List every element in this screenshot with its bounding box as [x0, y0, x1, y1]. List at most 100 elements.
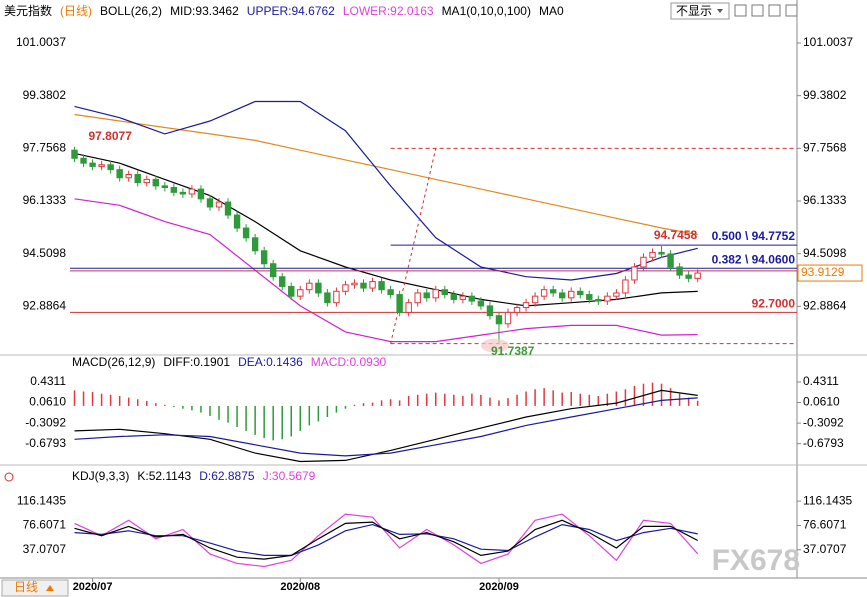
period-button-label[interactable]: 日线 [14, 580, 38, 594]
candle-body [80, 157, 87, 164]
x-tick-label: 2020/07 [73, 581, 113, 593]
candle-body [558, 292, 566, 299]
level-label: 92.7000 [752, 297, 796, 311]
candle-body [351, 282, 358, 286]
candle-body [387, 289, 394, 296]
toolbar: 不显示 [670, 2, 798, 20]
candle-body [441, 289, 448, 296]
candle-body [179, 191, 187, 195]
legend-entry: BOLL(26,2) [100, 4, 162, 18]
candle-body [98, 164, 105, 167]
candle-body [468, 295, 476, 302]
last-price-tag [797, 264, 863, 282]
y-tick-label: 116.1435 [17, 493, 66, 507]
y-tick-label: 96.1333 [23, 193, 67, 207]
y-tick-label: -0.6793 [803, 436, 844, 450]
y-tick-label: 97.7568 [23, 140, 67, 154]
series-line [74, 397, 698, 457]
legend-entry: DIFF:0.1901 [163, 355, 230, 369]
watermark: FX678 [712, 544, 800, 577]
candle-body [306, 282, 313, 291]
candle-body [342, 284, 349, 292]
candle-body [405, 302, 412, 313]
candle-body [125, 174, 132, 179]
legend-entry: MA1(0,10,0,100) [442, 4, 531, 18]
legend-entry: UPPER:94.6762 [247, 4, 335, 18]
y-tick-label: 37.0707 [803, 542, 847, 556]
series-line [74, 519, 698, 560]
y-tick-label: 99.3802 [23, 88, 67, 102]
candle-body [251, 237, 259, 252]
candle-body [568, 290, 575, 299]
y-tick-label: 92.8864 [23, 299, 67, 313]
candle-body [540, 289, 548, 297]
legend-entry: 美元指数 [4, 3, 52, 18]
candle-body [369, 281, 376, 289]
y-tick-label: 76.6071 [23, 518, 67, 532]
legend-entry: J:30.5679 [263, 469, 316, 483]
candle-body [640, 256, 647, 268]
y-tick-label: 0.4311 [803, 374, 839, 388]
y-tick-label: 116.1435 [803, 493, 852, 507]
y-tick-label: 99.3802 [803, 88, 847, 102]
period-button[interactable] [1, 579, 69, 597]
y-tick-label: -0.3092 [25, 415, 66, 429]
y-tick-label: 101.0037 [803, 35, 853, 49]
candle-body [586, 294, 593, 300]
candle-body [577, 290, 584, 296]
y-tick-label: 96.1333 [803, 193, 847, 207]
point-label: 97.8077 [89, 129, 133, 143]
icon-button[interactable] [768, 4, 781, 17]
y-tick-label: 94.5098 [803, 246, 847, 260]
last-price-label: 93.9129 [801, 265, 845, 279]
candle-body [396, 294, 403, 313]
candle-body [667, 253, 674, 268]
y-tick-label: 92.8864 [803, 299, 847, 313]
y-tick-label: 76.6071 [803, 518, 847, 532]
icon-button[interactable] [734, 4, 747, 17]
legend-entry: MID:93.3462 [170, 4, 239, 18]
candle-body [71, 149, 78, 159]
candle-body [107, 164, 114, 171]
candle-body [432, 289, 439, 299]
candle-body [486, 305, 494, 317]
candle-body [694, 272, 701, 279]
series-line [74, 100, 698, 281]
candle-body [531, 295, 539, 304]
candle-body [161, 185, 169, 188]
candle-body [549, 289, 557, 294]
candle-body [297, 289, 304, 297]
candle-body [89, 162, 96, 167]
candle-body [288, 285, 295, 297]
candle-body [233, 214, 241, 229]
series-line [74, 523, 698, 556]
candle-body [414, 292, 421, 304]
candle-body [143, 178, 150, 184]
hide-button-label[interactable]: 不显示 [676, 4, 712, 18]
hide-button[interactable] [670, 2, 730, 20]
candle-body [260, 250, 268, 265]
candle-body [206, 198, 214, 208]
candle-body [423, 292, 430, 299]
icon-button[interactable] [751, 4, 764, 17]
y-tick-label: 94.5098 [23, 246, 67, 260]
candle-body [197, 188, 205, 200]
candle-body [324, 292, 331, 304]
legend-entry: MACD(26,12,9) [72, 355, 155, 369]
candle-body [676, 266, 683, 276]
candle-body [188, 188, 196, 195]
x-tick-label: 2020/09 [479, 581, 519, 593]
y-tick-label: 0.0610 [29, 395, 66, 409]
legend-entry: D:62.8875 [199, 469, 255, 483]
candle-body [604, 295, 611, 302]
period-arrow [46, 585, 54, 591]
settings-icon[interactable] [4, 472, 14, 482]
candle-body [152, 178, 160, 187]
low-marker [480, 338, 509, 353]
candle-body [685, 274, 692, 279]
icon-button[interactable] [785, 4, 798, 17]
y-tick-label: 37.0707 [23, 542, 67, 556]
candle-body [459, 295, 467, 300]
candle-body [513, 307, 521, 313]
